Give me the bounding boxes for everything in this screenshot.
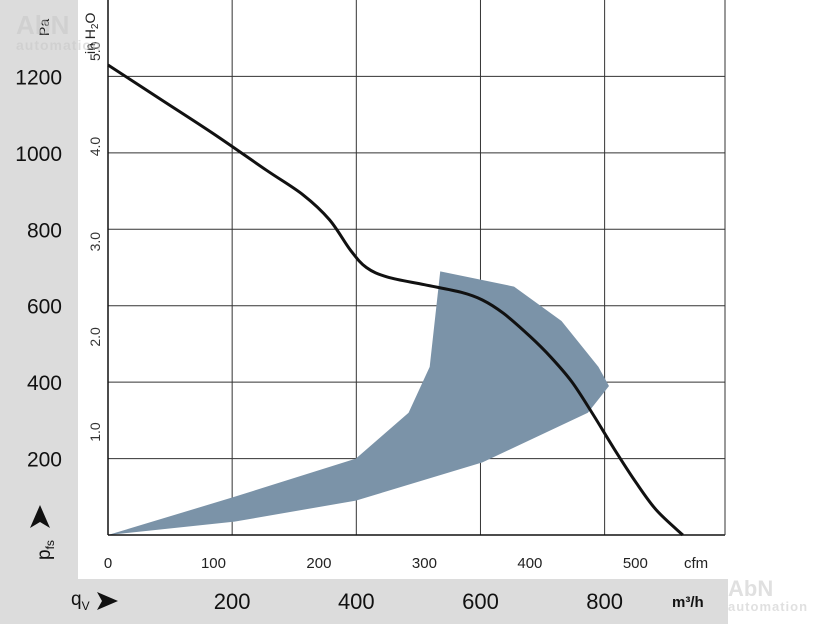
pa-tick-label: 1000 [15,143,62,166]
cfm-tick-label: 500 [623,555,648,572]
qv-axis-label: qV [71,589,90,613]
pa-tick-label: 400 [27,372,62,395]
m3h-unit-label: m³/h [672,594,704,611]
inh2o-tick-label: 3.0 [87,232,103,252]
watermark-bottom-right: AbN automation [728,576,809,614]
plot-frame [107,0,726,536]
pfs-axis-label: pfs [34,540,57,560]
cfm-tick-label: 300 [412,555,437,572]
inh2o-unit-label: in H2O [82,13,101,54]
cfm-tick-label: 100 [201,555,226,572]
pa-tick-label: 1200 [15,66,62,89]
inh2o-tick-label: 2.0 [87,327,103,347]
pressure-curve [107,63,684,537]
pa-tick-label: 200 [27,449,62,472]
inh2o-tick-label: 1.0 [87,422,103,442]
inh2o-tick-label: 5.0 [87,41,103,61]
cfm-unit-label: cfm [684,555,708,572]
cfm-tick-label: 400 [517,555,542,572]
operating-range-shape [108,271,609,535]
pa-tick-label: 600 [27,296,62,319]
pa-tick-label: 800 [27,219,62,242]
cfm-tick-label: 0 [104,555,112,572]
bottom-axis-band [0,579,728,624]
pressure-curve-path [107,63,684,537]
grid [108,0,725,535]
m3h-tick-label: 600 [462,589,499,614]
pa-unit-label: Pa [36,19,52,36]
cfm-tick-label: 200 [306,555,331,572]
operating-range-area [108,271,609,535]
pfs-arrow-icon [30,505,50,528]
watermark-top-left: AbN automation [16,10,102,53]
tick-labels: 200 400 600 800 1000 1200 1.0 2.0 3.0 4.0 5.0 0 100 2… [15,41,648,614]
m3h-tick-label: 800 [586,589,623,614]
m3h-tick-label: 200 [214,589,251,614]
left-axis-band [0,0,78,579]
qv-arrow-icon [97,592,118,610]
inh2o-tick-label: 4.0 [87,137,103,157]
m3h-tick-label: 400 [338,589,375,614]
